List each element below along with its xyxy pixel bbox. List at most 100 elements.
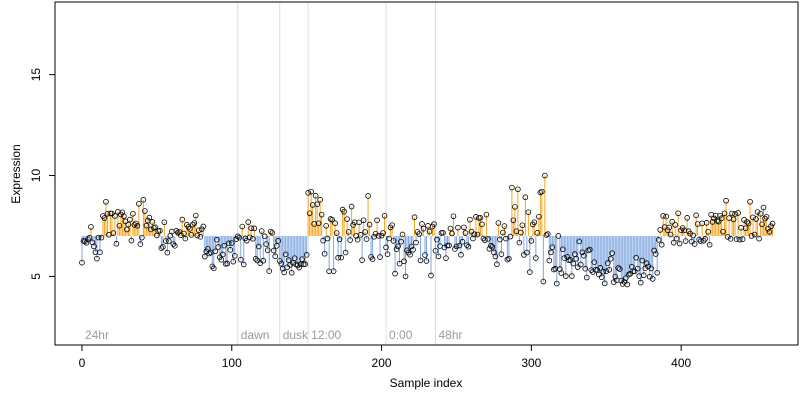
data-point	[603, 268, 610, 275]
data-point	[91, 243, 97, 250]
data-point	[527, 269, 533, 275]
data-point	[612, 273, 619, 280]
data-point	[116, 222, 123, 229]
data-point	[416, 231, 422, 237]
data-point	[754, 209, 761, 215]
data-point	[125, 221, 132, 228]
y-tick-label: 10	[29, 169, 43, 183]
data-point	[269, 230, 276, 236]
data-point	[607, 255, 614, 262]
data-point	[347, 237, 353, 243]
data-point	[769, 220, 776, 227]
data-point	[291, 255, 298, 261]
data-point	[366, 221, 373, 228]
data-point	[335, 254, 341, 261]
y-axis: 5 10 15	[29, 68, 56, 280]
data-point	[516, 239, 523, 246]
data-point	[501, 223, 508, 229]
data-point	[233, 236, 240, 242]
data-point	[348, 203, 355, 210]
data-point	[672, 222, 678, 228]
data-point	[655, 237, 662, 243]
data-point	[318, 211, 325, 218]
data-point	[338, 254, 344, 261]
data-point	[260, 257, 267, 264]
data-point	[651, 247, 657, 254]
data-point	[88, 224, 94, 230]
data-point	[386, 235, 392, 242]
data-point	[495, 220, 502, 226]
data-point	[492, 253, 499, 260]
data-point	[682, 238, 689, 244]
x-tick-label: 300	[521, 356, 541, 370]
data-point	[375, 233, 382, 239]
data-point	[237, 256, 244, 263]
data-point	[201, 253, 208, 260]
data-point	[359, 257, 365, 263]
data-point	[251, 225, 258, 232]
data-point	[597, 265, 604, 271]
data-point	[142, 208, 148, 214]
data-point	[420, 225, 427, 232]
data-point	[573, 255, 580, 262]
data-point	[455, 224, 461, 231]
data-point	[561, 255, 568, 261]
data-point	[296, 264, 302, 271]
data-point	[381, 213, 388, 219]
data-point	[748, 233, 755, 239]
data-point	[332, 220, 338, 226]
data-point	[157, 227, 163, 234]
data-point	[97, 249, 103, 256]
data-point	[531, 219, 538, 226]
data-point	[342, 249, 349, 256]
data-point	[721, 210, 728, 217]
data-point	[624, 281, 631, 288]
data-point	[471, 231, 478, 238]
y-tick-label: 15	[29, 68, 43, 82]
data-point	[383, 244, 389, 251]
data-point	[261, 233, 268, 240]
data-point	[408, 243, 415, 250]
data-point	[239, 223, 246, 230]
data-point	[428, 272, 434, 279]
data-point	[263, 241, 270, 247]
data-point	[664, 227, 671, 233]
data-point	[580, 252, 587, 259]
data-point	[317, 196, 323, 203]
data-point	[94, 255, 100, 262]
data-point	[479, 221, 485, 228]
data-point	[691, 241, 698, 247]
data-point	[443, 255, 449, 261]
data-point	[113, 240, 120, 247]
data-point	[275, 238, 281, 244]
data-point	[673, 235, 680, 242]
data-point	[483, 211, 490, 218]
data-point	[401, 258, 407, 265]
data-point	[720, 228, 726, 235]
data-point	[411, 214, 418, 221]
data-point	[282, 251, 289, 258]
data-point	[187, 226, 193, 232]
plot-frame	[54, 1, 799, 346]
data-point	[549, 244, 556, 250]
data-point	[546, 257, 553, 264]
data-point	[675, 210, 681, 217]
data-point	[558, 270, 565, 276]
data-point	[258, 228, 265, 234]
data-point	[140, 196, 147, 203]
data-point	[736, 236, 743, 243]
data-point	[604, 260, 611, 266]
data-point	[276, 258, 283, 264]
data-point	[582, 265, 589, 272]
data-point	[422, 252, 428, 258]
data-point	[321, 250, 328, 257]
data-point	[110, 230, 117, 236]
data-point	[703, 220, 710, 226]
data-point	[374, 217, 380, 224]
data-point	[545, 231, 551, 237]
data-point	[188, 232, 195, 238]
data-point	[753, 216, 759, 222]
data-point	[759, 221, 765, 228]
data-point	[766, 228, 773, 235]
data-point	[459, 238, 466, 245]
